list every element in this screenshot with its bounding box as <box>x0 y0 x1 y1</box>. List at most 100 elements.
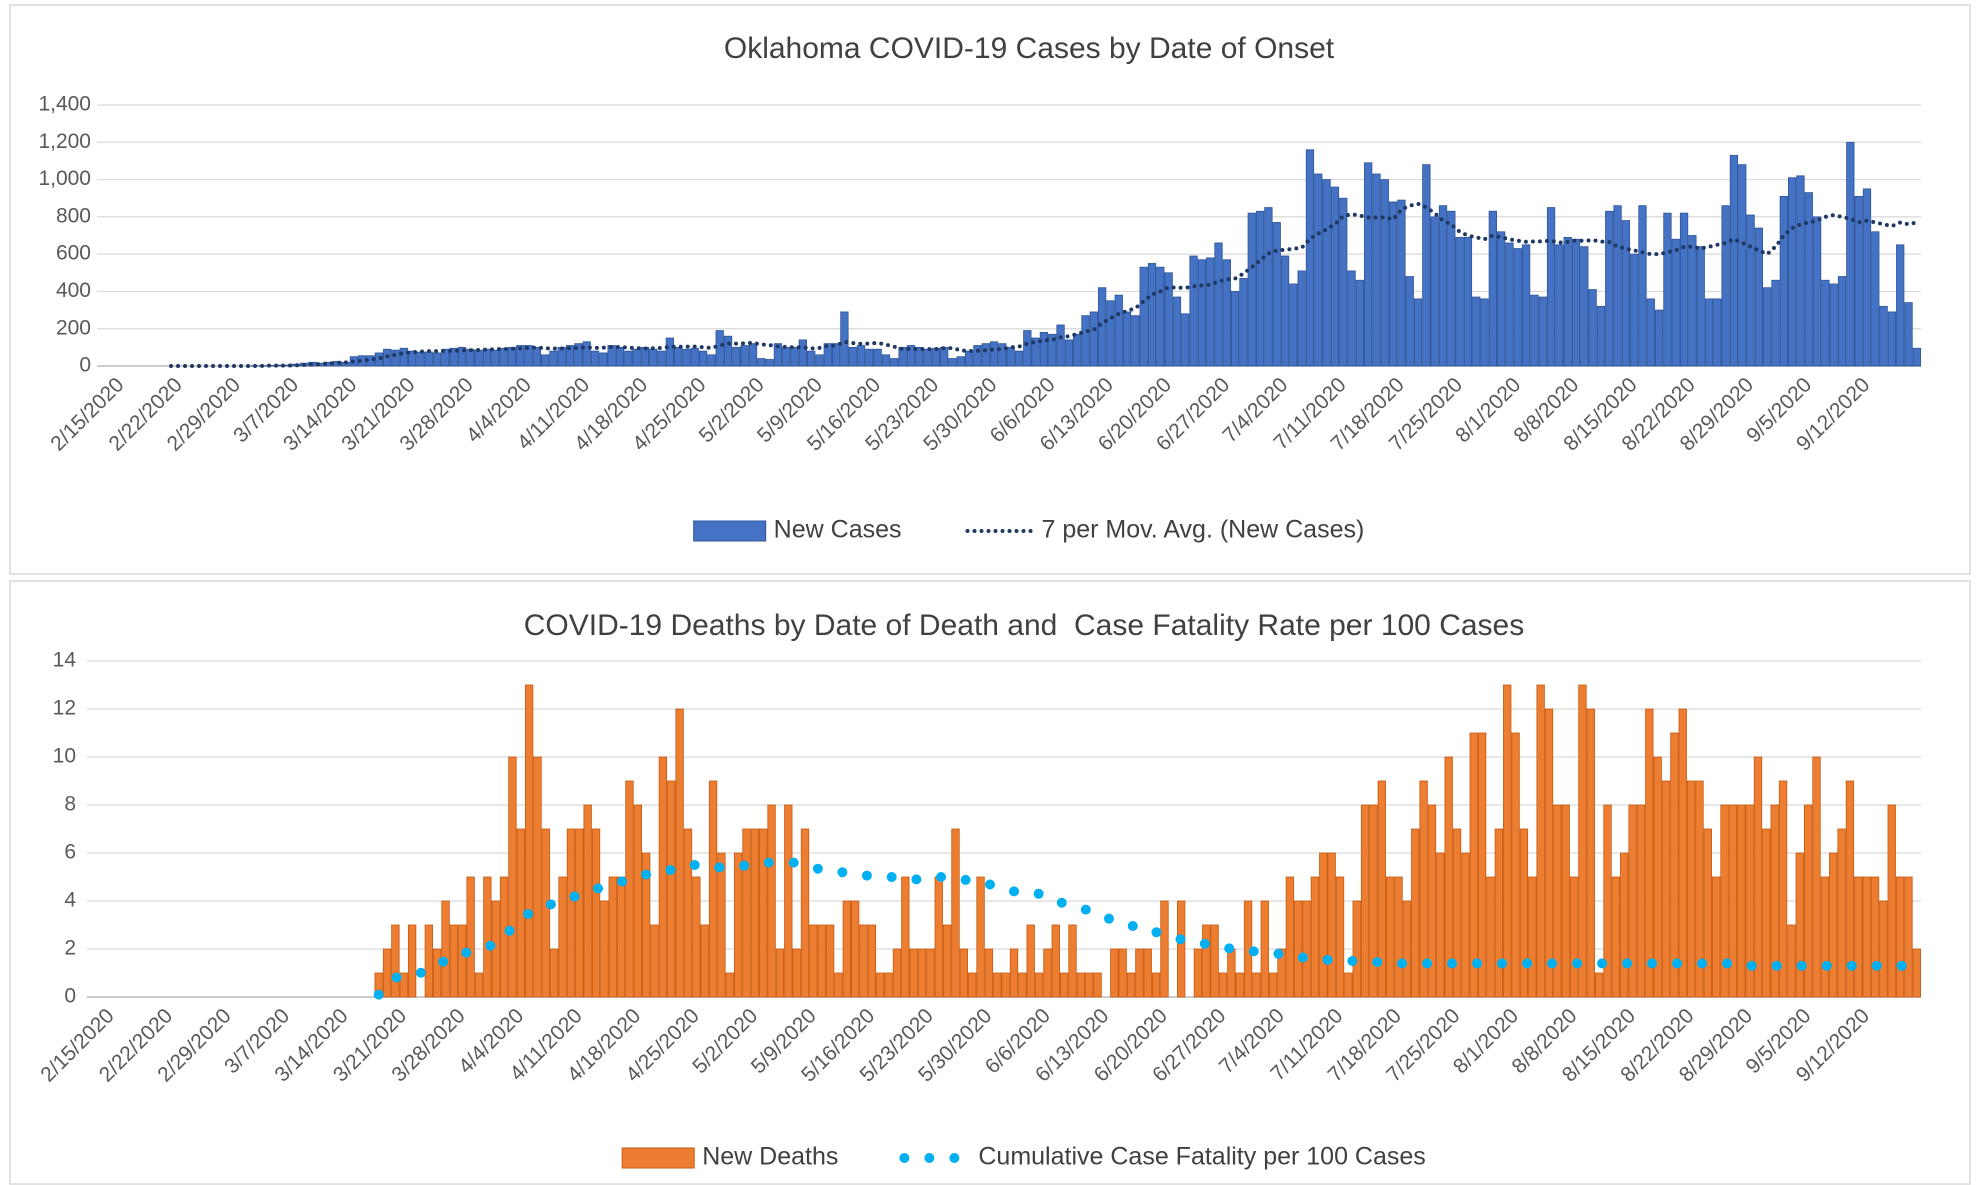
bar <box>959 948 969 998</box>
bar <box>682 348 691 367</box>
bar <box>1494 828 1504 998</box>
legend-label: 7 per Mov. Avg. (New Cases) <box>1042 516 1365 544</box>
bar <box>1139 266 1148 367</box>
bar <box>1455 236 1464 367</box>
bar <box>1812 216 1822 367</box>
bar <box>1621 220 1631 367</box>
bar <box>1536 684 1545 998</box>
bar <box>1369 804 1378 998</box>
bar <box>1679 212 1689 367</box>
bar <box>1630 253 1639 367</box>
bar <box>1511 732 1520 998</box>
bar <box>1206 257 1215 367</box>
bar <box>1712 876 1721 998</box>
bar <box>565 345 575 367</box>
bar <box>1264 207 1273 367</box>
bar <box>1704 298 1714 367</box>
bar <box>540 354 550 367</box>
bar <box>1023 330 1032 367</box>
bar <box>1670 732 1679 998</box>
bar <box>1795 852 1804 998</box>
bar <box>851 900 860 998</box>
bar <box>1339 197 1348 367</box>
bar <box>533 756 542 998</box>
bar <box>1477 732 1487 998</box>
bar <box>723 335 733 367</box>
bar <box>1214 242 1223 367</box>
bar <box>998 343 1007 367</box>
bar <box>1571 238 1581 367</box>
bar <box>923 348 932 367</box>
bar <box>1447 210 1456 367</box>
bar <box>1051 924 1060 998</box>
bar <box>1703 828 1712 998</box>
bar <box>1788 177 1797 367</box>
bar <box>1335 876 1345 998</box>
bar <box>391 349 400 367</box>
bar <box>1151 972 1161 998</box>
bar <box>1314 173 1323 367</box>
bar <box>1463 236 1473 367</box>
bar <box>1255 210 1265 367</box>
bar <box>1089 311 1098 367</box>
bar <box>449 347 458 367</box>
bar <box>1131 315 1140 367</box>
bar <box>1059 972 1069 998</box>
bar <box>1778 780 1788 998</box>
bar <box>948 358 957 367</box>
bar <box>976 876 985 998</box>
bar <box>973 345 982 367</box>
bar <box>1521 244 1531 367</box>
bar <box>1544 708 1554 998</box>
bar <box>1380 179 1389 367</box>
chart-title: COVID-19 Deaths by Date of Death and Cas… <box>524 609 1525 642</box>
bar <box>784 804 793 998</box>
bar <box>382 948 392 998</box>
bar <box>524 684 534 998</box>
bar <box>1411 828 1420 998</box>
bar <box>876 972 885 998</box>
bar <box>1073 333 1082 367</box>
bar <box>881 354 891 367</box>
bar <box>856 345 866 367</box>
bar <box>765 359 774 367</box>
y-tick-label: 12 <box>53 697 76 720</box>
bar <box>1110 948 1119 998</box>
bar <box>892 948 902 998</box>
bar <box>1444 756 1453 998</box>
bar <box>873 348 882 367</box>
bar <box>1172 296 1182 367</box>
bar <box>1427 804 1437 998</box>
bar <box>1804 192 1813 367</box>
bar <box>474 972 484 998</box>
bar <box>1277 948 1286 998</box>
bar <box>1729 154 1739 367</box>
bar <box>815 354 824 367</box>
bar <box>1594 972 1604 998</box>
bar <box>1696 246 1705 367</box>
bar <box>583 804 592 998</box>
bar <box>1085 972 1094 998</box>
bar <box>732 346 741 367</box>
bar <box>1605 210 1614 367</box>
bar <box>482 348 492 367</box>
y-tick-label: 800 <box>56 204 91 227</box>
bar <box>1164 272 1173 367</box>
bar <box>1728 804 1738 998</box>
bar <box>1646 298 1655 367</box>
bar <box>1452 828 1462 998</box>
bar <box>1820 876 1830 998</box>
bar <box>457 346 467 367</box>
bar <box>391 924 400 998</box>
bar <box>940 346 949 367</box>
bar <box>407 350 417 367</box>
bar <box>1469 732 1478 998</box>
bar <box>1497 231 1506 367</box>
bar <box>690 347 699 367</box>
legend-label: New Deaths <box>702 1143 838 1171</box>
bar <box>823 343 832 367</box>
bar <box>1779 195 1788 367</box>
bar <box>1480 298 1489 367</box>
bar <box>1436 852 1445 998</box>
bar <box>1603 804 1612 998</box>
